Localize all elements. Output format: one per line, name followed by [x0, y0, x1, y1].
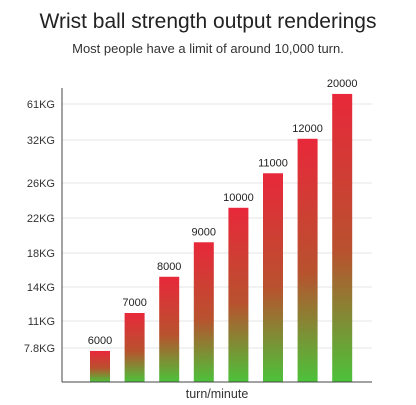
y-tick-label: 32KG	[27, 135, 55, 147]
y-tick-label: 11KG	[28, 316, 55, 328]
y-tick-label: 14KG	[27, 282, 55, 294]
bar	[228, 207, 249, 382]
bar	[263, 173, 283, 382]
x-axis-label: turn/minute	[186, 387, 249, 401]
y-tick-label: 7.8KG	[24, 343, 55, 355]
y-tick-label: 26KG	[27, 178, 55, 190]
bar	[90, 350, 110, 382]
chart-title: Wrist ball strength output renderings	[39, 10, 377, 33]
data-label: 7000	[122, 297, 146, 309]
y-tick-label: 61KG	[27, 99, 55, 111]
data-label: 9000	[192, 226, 216, 238]
bars-group	[90, 93, 353, 383]
chart-subtitle: Most people have a limit of around 10,00…	[72, 41, 344, 56]
bar	[124, 313, 145, 382]
grid-lines	[62, 103, 372, 349]
y-tick-label: 22KG	[27, 213, 55, 225]
data-label: 8000	[157, 261, 181, 273]
data-labels: 6000 7000 8000 9000 10000 11000 12000 20000	[88, 78, 358, 347]
data-label: 12000	[292, 123, 323, 135]
bar	[297, 138, 318, 382]
data-label: 20000	[327, 78, 358, 90]
bar	[193, 242, 214, 382]
bar	[159, 276, 180, 382]
bar	[332, 93, 353, 383]
y-tick-labels: 7.8KG 11KG 14KG 18KG 22KG 26KG 32KG 61KG	[24, 99, 55, 355]
y-tick-label: 18KG	[27, 248, 55, 260]
data-label: 11000	[258, 157, 288, 169]
data-label: 6000	[88, 335, 112, 347]
data-label: 10000	[223, 192, 254, 204]
